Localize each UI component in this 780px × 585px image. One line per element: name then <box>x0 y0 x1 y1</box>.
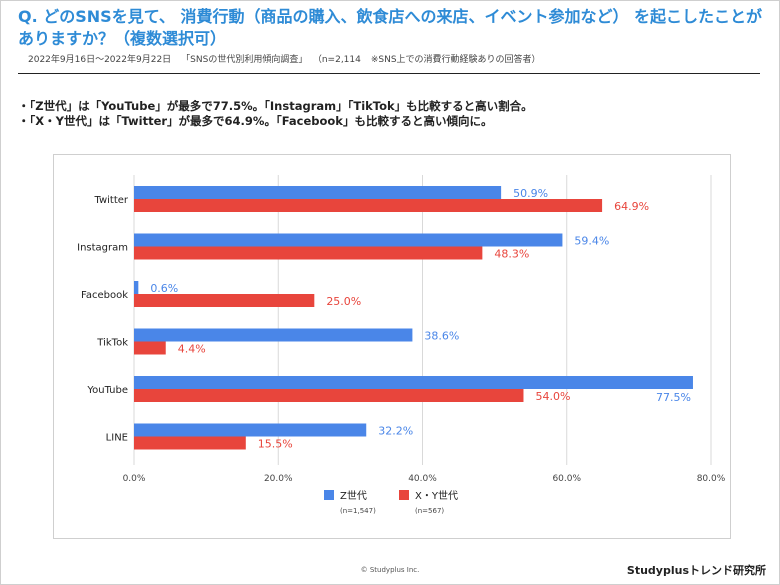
survey-period: 2022年9月16日〜2022年9月22日 <box>28 55 172 65</box>
data-label: 4.4% <box>178 343 206 356</box>
legend-label: X・Y世代 <box>415 490 458 502</box>
category-label: TikTok <box>96 338 128 349</box>
legend-swatch <box>399 490 409 500</box>
data-label: 15.5% <box>258 438 293 451</box>
category-label: Instagram <box>77 243 128 254</box>
data-label: 32.2% <box>378 425 413 438</box>
legend-sample: (n=567) <box>415 507 444 515</box>
bar <box>134 389 524 402</box>
data-label: 64.9% <box>614 200 649 213</box>
data-label: 50.9% <box>513 187 548 200</box>
bar <box>134 281 139 294</box>
survey-info: 2022年9月16日〜2022年9月22日 「SNSの世代別利用傾向調査」 （n=2… <box>28 52 768 65</box>
question-title: Q. どのSNSを見て、 消費行動（商品の購入、飲食店への来店、イベント参加など… <box>18 7 763 48</box>
bullet-item: ・「Z世代」は「YouTube」が最多で77.5%。「Instagram」「Ti… <box>18 99 533 113</box>
category-label: YouTube <box>86 385 128 396</box>
bar <box>134 233 563 247</box>
x-tick-label: 0.0% <box>123 474 146 484</box>
bullet-item: ・「X・Y世代」は「Twitter」が最多で64.9%。「Facebook」も比… <box>18 114 493 128</box>
data-label: 54.0% <box>535 390 570 403</box>
data-label: 25.0% <box>326 295 361 308</box>
footer-copyright: © Studyplus Inc. <box>360 566 420 574</box>
bar <box>134 423 367 437</box>
bar <box>134 328 413 342</box>
survey-name: 「SNSの世代別利用傾向調査」 <box>181 55 308 65</box>
data-label: 77.5% <box>656 391 691 404</box>
data-label: 59.4% <box>574 235 609 248</box>
survey-sample: （n=2,114 <box>317 55 361 65</box>
bar <box>134 294 315 307</box>
bar <box>134 199 603 212</box>
bar <box>134 436 246 450</box>
title-divider <box>18 73 760 74</box>
x-tick-label: 20.0% <box>264 474 293 484</box>
summary-bullets: ・「Z世代」は「YouTube」が最多で77.5%。「Instagram」「Ti… <box>18 99 763 129</box>
bar <box>134 246 483 260</box>
bar <box>134 341 166 355</box>
bar <box>134 376 693 389</box>
category-label: Facebook <box>81 290 128 301</box>
legend-swatch <box>324 490 334 500</box>
category-label: LINE <box>106 433 128 444</box>
legend-sample: (n=1,547) <box>340 507 376 515</box>
bar <box>134 186 502 199</box>
data-label: 0.6% <box>150 282 178 295</box>
bar-chart: 0.0% 20.0% 40.0% 60.0% 80.0% Twitter 50.9% 64.9… <box>77 175 726 515</box>
category-label: Twitter <box>93 195 128 206</box>
chart-container: 0.0% 20.0% 40.0% 60.0% 80.0% Twitter 50.9% 64.9… <box>53 154 731 539</box>
x-tick-label: 60.0% <box>552 474 581 484</box>
x-tick-label: 80.0% <box>697 474 726 484</box>
x-tick-label: 40.0% <box>408 474 437 484</box>
footer-brand: Studyplusトレンド研究所 <box>626 564 766 577</box>
legend-label: Z世代 <box>340 490 367 502</box>
data-label: 48.3% <box>494 248 529 261</box>
data-label: 38.6% <box>424 330 459 343</box>
survey-note: ※SNS上での消費行動経験ありの回答者） <box>370 55 541 65</box>
